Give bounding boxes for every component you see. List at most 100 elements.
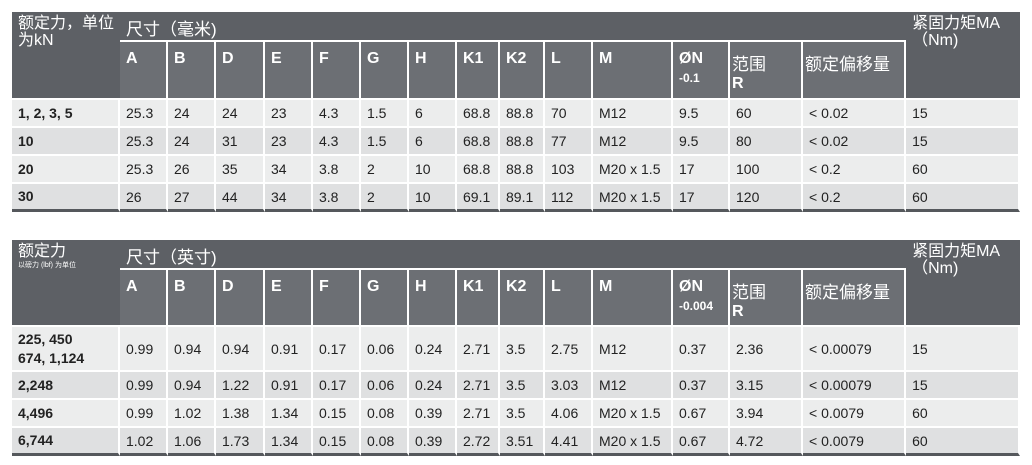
cell: 0.37 xyxy=(673,372,730,400)
column-label: ØN xyxy=(679,50,703,67)
cell: 35 xyxy=(216,156,265,184)
data-row: 2,248 0.99 0.94 1.22 0.91 0.17 0.06 0.24 2.71 3.5… xyxy=(12,372,1021,400)
cell: 60 xyxy=(906,400,1021,428)
cell: 0.91 xyxy=(265,327,313,372)
cell: 0.99 xyxy=(120,400,168,428)
cell: 9.5 xyxy=(673,128,730,156)
column-label: G xyxy=(367,278,380,295)
group-header: 尺寸（英寸) xyxy=(120,240,907,270)
cell: M20 x 1.5 xyxy=(593,156,673,184)
cell: 17 xyxy=(673,184,730,212)
cell: 0.39 xyxy=(409,428,457,456)
cell: 17 xyxy=(673,156,730,184)
column-header-row: A B D E F G H K1 K2 L M ØN -0.004 范围 R 额定偏移量 xyxy=(12,270,1020,327)
data-row: 1, 2, 3, 5 25.3 24 24 23 4.3 1.5 6 68.8 88.8 70 M12… xyxy=(12,100,1021,128)
cell: 24 xyxy=(168,100,216,128)
cell: 2 xyxy=(361,156,409,184)
cell: 70 xyxy=(545,100,593,128)
column-label: A xyxy=(126,50,138,67)
column-label: F xyxy=(319,50,329,67)
row-label: 6,744 xyxy=(12,428,120,456)
cell: 0.99 xyxy=(120,372,168,400)
column-label: A xyxy=(126,278,138,295)
cell: 0.39 xyxy=(409,400,457,428)
cell: 0.06 xyxy=(361,372,409,400)
cell: 60 xyxy=(730,100,803,128)
column-label: F xyxy=(319,278,329,295)
column-header: B xyxy=(168,270,216,327)
column-sub: R xyxy=(732,303,744,320)
cell: < 0.00079 xyxy=(803,372,907,400)
column-label: L xyxy=(551,278,561,295)
column-label: 范围 xyxy=(732,55,766,74)
cell: 3.8 xyxy=(313,156,361,184)
cell: 10 xyxy=(409,156,457,184)
column-header: D xyxy=(216,270,265,327)
header-row: 额定力，单位为kN 尺寸（毫米) 紧固力矩MA（Nm) xyxy=(12,12,1021,100)
column-header: F xyxy=(313,42,361,100)
cell: M20 x 1.5 xyxy=(593,428,673,456)
cell: 25.3 xyxy=(120,156,168,184)
cell: 6 xyxy=(409,100,457,128)
column-header: ØN -0.1 xyxy=(673,42,730,100)
cell: 1.38 xyxy=(216,400,265,428)
cell: 25.3 xyxy=(120,100,168,128)
cell: 0.08 xyxy=(361,428,409,456)
column-sub: -0.1 xyxy=(679,71,700,85)
column-label: H xyxy=(415,50,427,67)
cell: 15 xyxy=(906,100,1021,128)
cell: 60 xyxy=(906,156,1021,184)
cell: 60 xyxy=(906,428,1021,456)
column-label: D xyxy=(222,50,234,67)
spec-table: 额定力 以磅力 (lbf) 为单位 尺寸（英寸) 紧固力矩MA（Nm) A B D E F G H K… xyxy=(12,240,1021,456)
column-header: L xyxy=(545,270,593,327)
cell: 4.3 xyxy=(313,100,361,128)
cell: 10 xyxy=(409,184,457,212)
column-label: M xyxy=(599,278,613,295)
column-label: ØN xyxy=(679,278,703,295)
cell: 3.5 xyxy=(500,400,545,428)
header-label: 额定力 xyxy=(18,243,67,260)
column-header: 额定偏移量 xyxy=(803,42,907,100)
cell: 26 xyxy=(120,184,168,212)
row-label: 30 xyxy=(12,184,120,212)
column-label: 额定偏移量 xyxy=(805,55,890,74)
cell: 0.24 xyxy=(409,327,457,372)
cell: 23 xyxy=(265,100,313,128)
column-header: E xyxy=(265,270,313,327)
column-header-row: A B D E F G H K1 K2 L M ØN -0.1 范围 R 额定偏移量 xyxy=(12,42,1020,100)
group-header: 尺寸（毫米) xyxy=(120,12,907,42)
column-header: G xyxy=(361,270,409,327)
row-label: 20 xyxy=(12,156,120,184)
column-label: E xyxy=(271,50,282,67)
column-header: D xyxy=(216,42,265,100)
cell: 80 xyxy=(730,128,803,156)
column-label: G xyxy=(367,50,380,67)
column-header: H xyxy=(409,42,457,100)
row-label: 1, 2, 3, 5 xyxy=(12,100,120,128)
cell: 1.06 xyxy=(168,428,216,456)
row-label: 10 xyxy=(12,128,120,156)
column-header: 额定偏移量 xyxy=(803,270,907,327)
cell: 3.51 xyxy=(500,428,545,456)
cell: 0.06 xyxy=(361,327,409,372)
cell: 1.34 xyxy=(265,428,313,456)
column-label: D xyxy=(222,278,234,295)
cell: 2 xyxy=(361,184,409,212)
header-note: 以磅力 (lbf) 为单位 xyxy=(18,262,76,269)
cell: < 0.00079 xyxy=(803,327,907,372)
table-body: 额定力 以磅力 (lbf) 为单位 尺寸（英寸) 紧固力矩MA（Nm) A B D E F G H K… xyxy=(12,240,1021,456)
cell: 68.8 xyxy=(457,156,500,184)
cell: 9.5 xyxy=(673,100,730,128)
cell: 3.5 xyxy=(500,327,545,372)
cell: < 0.02 xyxy=(803,128,907,156)
column-header: H xyxy=(409,270,457,327)
data-row: 4,496 0.99 1.02 1.38 1.34 0.15 0.08 0.39 2.71 3.5… xyxy=(12,400,1021,428)
cell: 34 xyxy=(265,156,313,184)
cell: < 0.2 xyxy=(803,184,907,212)
cell: 0.15 xyxy=(313,428,361,456)
data-row: 20 25.3 26 35 34 3.8 2 10 68.8 88.8 103 M20 x 1.5 17… xyxy=(12,156,1021,184)
cell: 1.73 xyxy=(216,428,265,456)
column-header: M xyxy=(593,270,673,327)
column-label: 额定偏移量 xyxy=(805,283,890,302)
